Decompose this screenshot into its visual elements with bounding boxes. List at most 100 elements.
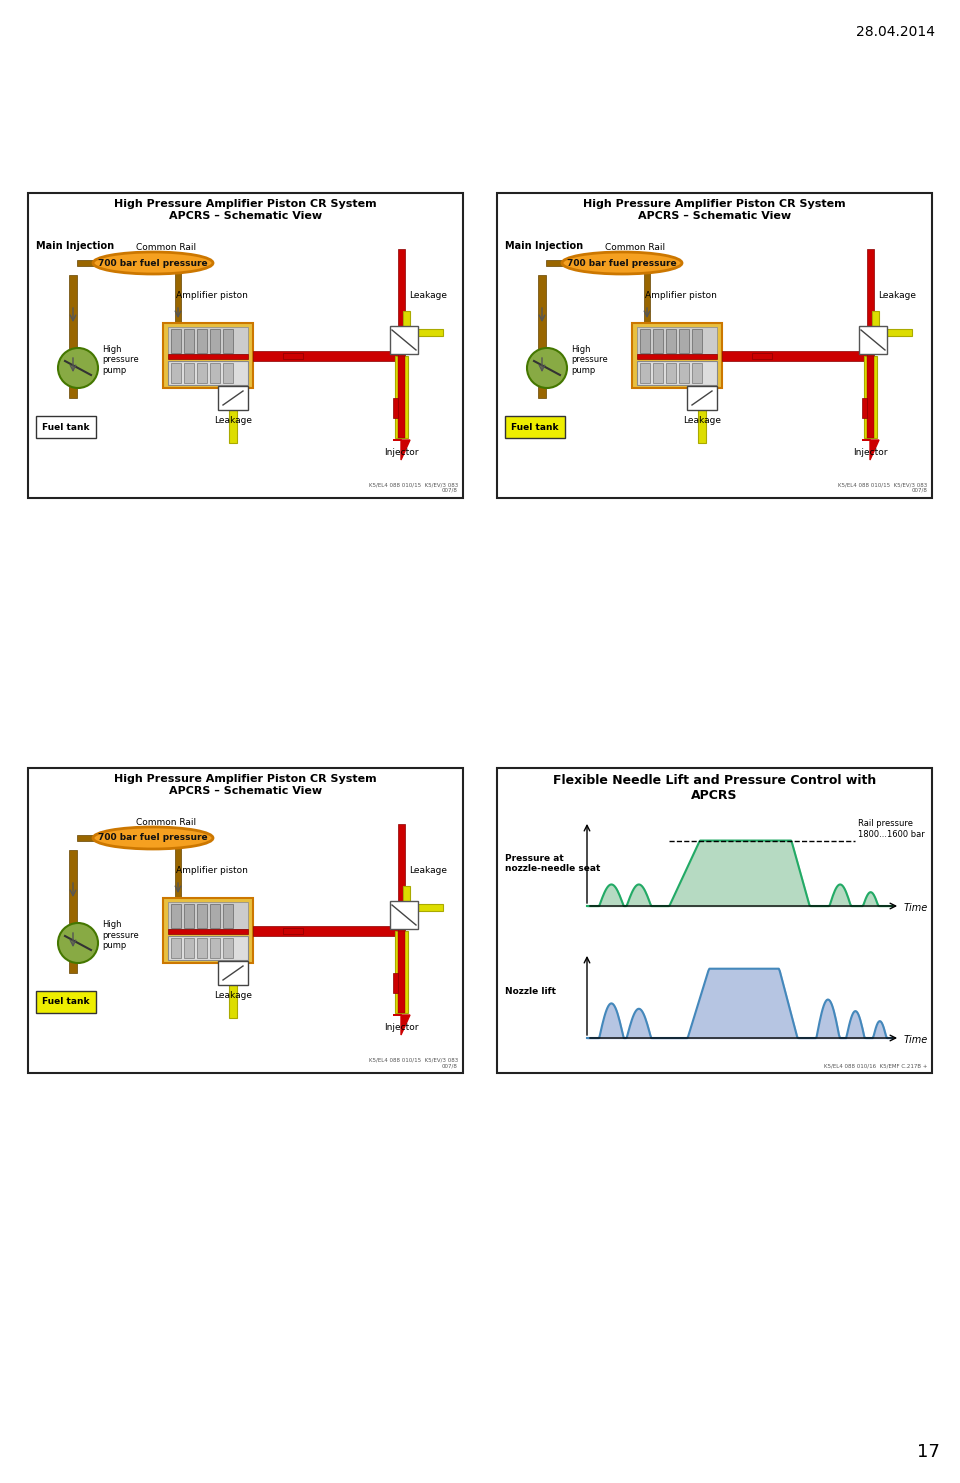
Bar <box>283 353 303 359</box>
Text: 28.04.2014: 28.04.2014 <box>856 25 935 39</box>
Bar <box>403 885 410 911</box>
Bar <box>864 356 877 437</box>
Bar <box>632 323 722 389</box>
Text: High
pressure
pump: High pressure pump <box>571 346 608 375</box>
Text: High Pressure Amplifier Piston CR System
APCRS – Schematic View: High Pressure Amplifier Piston CR System… <box>114 774 377 795</box>
Polygon shape <box>393 1014 410 1035</box>
Bar <box>538 274 546 397</box>
Bar <box>184 329 194 353</box>
Bar <box>163 899 253 962</box>
Text: Common Rail: Common Rail <box>605 243 665 252</box>
Bar <box>398 356 405 437</box>
Bar <box>175 838 181 899</box>
Bar <box>637 360 717 386</box>
Bar <box>722 351 867 360</box>
Bar <box>197 363 207 383</box>
Bar <box>197 939 207 958</box>
Bar <box>687 386 717 409</box>
Bar <box>168 354 248 359</box>
Bar <box>393 973 398 994</box>
Bar <box>666 363 676 383</box>
Bar <box>390 326 418 354</box>
Ellipse shape <box>562 252 682 274</box>
Bar <box>692 363 702 383</box>
Text: High Pressure Amplifier Piston CR System
APCRS – Schematic View: High Pressure Amplifier Piston CR System… <box>583 199 846 221</box>
Bar <box>171 329 181 353</box>
Bar <box>653 329 663 353</box>
Text: Injector: Injector <box>384 448 419 457</box>
Bar <box>862 397 867 418</box>
Bar <box>637 326 717 354</box>
Bar <box>171 939 181 958</box>
Ellipse shape <box>93 252 213 274</box>
Circle shape <box>527 349 567 389</box>
Bar <box>679 329 689 353</box>
Circle shape <box>58 349 98 389</box>
Text: Rail pressure
1800...1600 bar: Rail pressure 1800...1600 bar <box>858 819 925 838</box>
Text: Injector: Injector <box>384 1023 419 1032</box>
Bar <box>253 351 398 360</box>
Bar <box>505 417 565 437</box>
Text: Leakage: Leakage <box>214 991 252 1000</box>
Bar <box>168 928 248 934</box>
Bar <box>229 389 237 443</box>
Bar <box>403 329 443 337</box>
Bar <box>398 249 405 360</box>
Text: K5/EL4 088 010/16  K5/EMF C.217B +: K5/EL4 088 010/16 K5/EMF C.217B + <box>824 1063 927 1068</box>
Bar <box>36 417 96 437</box>
Bar <box>403 311 410 337</box>
Bar <box>546 260 608 265</box>
Polygon shape <box>862 440 879 460</box>
Bar <box>168 360 248 386</box>
Text: Flexible Needle Lift and Pressure Control with
APCRS: Flexible Needle Lift and Pressure Contro… <box>553 774 876 802</box>
Text: 17: 17 <box>917 1443 940 1461</box>
Bar <box>637 354 717 359</box>
Bar <box>69 274 77 397</box>
Bar <box>210 905 220 928</box>
Bar <box>253 925 398 936</box>
Bar <box>666 329 676 353</box>
Bar <box>28 768 463 1074</box>
Bar <box>171 905 181 928</box>
Bar <box>859 326 887 354</box>
Bar <box>210 329 220 353</box>
Bar <box>77 835 139 841</box>
Bar <box>395 356 408 437</box>
Bar <box>223 363 233 383</box>
Bar <box>184 363 194 383</box>
Bar <box>644 262 650 323</box>
Bar <box>497 193 932 498</box>
Bar <box>223 329 233 353</box>
Text: Amplifier piston: Amplifier piston <box>176 866 248 875</box>
Bar <box>395 931 408 1013</box>
Text: Injector: Injector <box>852 448 887 457</box>
Bar <box>398 931 405 1013</box>
Bar <box>218 961 248 985</box>
Bar <box>229 962 237 1017</box>
Bar <box>640 329 650 353</box>
Text: Fuel tank: Fuel tank <box>42 423 89 432</box>
Text: Fuel tank: Fuel tank <box>42 998 89 1007</box>
Text: 700 bar fuel pressure: 700 bar fuel pressure <box>567 258 677 267</box>
Ellipse shape <box>93 828 213 848</box>
Bar <box>393 397 398 418</box>
Bar <box>867 356 874 437</box>
Text: K5/EL4 088 010/15  K5/EV/3 083
007/8: K5/EL4 088 010/15 K5/EV/3 083 007/8 <box>369 1057 458 1068</box>
Bar <box>28 193 463 498</box>
Text: K5/EL4 088 010/15  K5/EV/3 083
007/8: K5/EL4 088 010/15 K5/EV/3 083 007/8 <box>369 482 458 492</box>
Bar <box>197 905 207 928</box>
Bar <box>390 902 418 928</box>
Text: High Pressure Amplifier Piston CR System
APCRS – Schematic View: High Pressure Amplifier Piston CR System… <box>114 199 377 221</box>
Bar <box>175 262 181 323</box>
Text: Amplifier piston: Amplifier piston <box>645 291 717 300</box>
Text: High
pressure
pump: High pressure pump <box>102 919 139 951</box>
Bar <box>171 363 181 383</box>
Bar <box>497 768 932 1074</box>
Text: Nozzle lift: Nozzle lift <box>505 988 556 997</box>
Bar <box>77 260 139 265</box>
Bar <box>752 353 772 359</box>
Bar <box>168 902 248 928</box>
Text: Pressure at
nozzle-needle seat: Pressure at nozzle-needle seat <box>505 854 600 873</box>
Bar <box>168 936 248 960</box>
Bar <box>872 329 912 337</box>
